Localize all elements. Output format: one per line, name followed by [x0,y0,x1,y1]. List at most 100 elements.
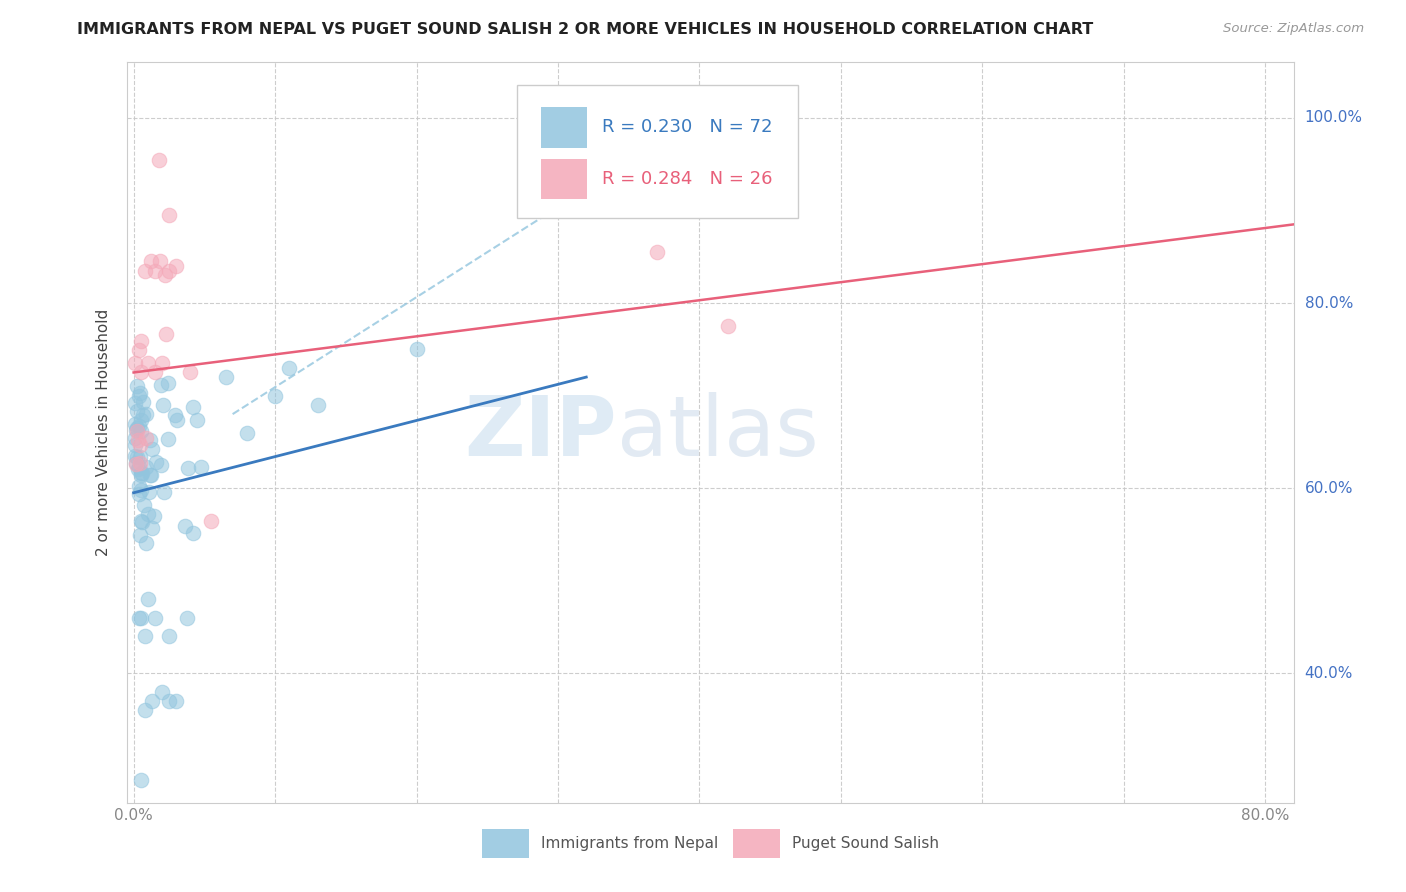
Point [128,418,150,433]
Point [129,334,152,349]
Point [165,259,187,273]
Point [141,694,163,708]
Point [143,509,166,524]
Point [128,389,150,403]
Point [125,379,148,393]
Text: 60.0%: 60.0% [1305,481,1353,496]
Text: R = 0.230   N = 72: R = 0.230 N = 72 [602,118,772,136]
Point [177,461,200,475]
Point [163,408,186,422]
Point [134,263,156,277]
Point [125,424,148,438]
Point [156,432,179,446]
Point [141,442,163,457]
Point [129,610,152,624]
Point [134,629,156,643]
Text: 100.0%: 100.0% [1305,111,1362,126]
Point [129,772,152,787]
Point [129,366,152,380]
Point [264,389,287,403]
Point [128,456,150,470]
Point [181,400,204,414]
Point [179,366,201,380]
Point [124,438,146,452]
Point [149,458,172,472]
Point [127,462,149,476]
Point [143,610,166,624]
Point [149,254,172,268]
Text: Puget Sound Salish: Puget Sound Salish [792,836,939,851]
Point [129,450,152,464]
Point [153,268,176,283]
Point [135,459,157,474]
Point [127,420,149,434]
Point [128,486,150,500]
Point [124,356,146,370]
Point [128,459,150,474]
Point [129,483,152,497]
FancyBboxPatch shape [517,85,797,218]
Point [139,467,162,482]
Point [166,413,188,427]
Point [190,460,212,475]
FancyBboxPatch shape [482,829,529,858]
FancyBboxPatch shape [541,107,588,147]
Point [124,417,146,431]
Point [236,425,259,440]
Point [157,263,180,277]
FancyBboxPatch shape [541,159,588,200]
Point [134,703,156,717]
Point [645,245,668,260]
Point [124,431,146,445]
Point [717,319,740,334]
Point [139,467,162,482]
Point [124,396,146,410]
Point [128,343,150,358]
Point [127,450,149,464]
Point [307,398,329,412]
Point [157,629,180,643]
Text: atlas: atlas [617,392,818,473]
Point [125,423,148,437]
Text: IMMIGRANTS FROM NEPAL VS PUGET SOUND SALISH 2 OR MORE VEHICLES IN HOUSEHOLD CORR: IMMIGRANTS FROM NEPAL VS PUGET SOUND SAL… [77,22,1094,37]
Point [165,694,187,708]
Point [143,366,166,380]
Point [200,514,222,528]
Point [135,536,157,550]
Point [127,404,149,418]
Point [136,356,159,370]
Point [150,356,173,370]
Point [124,457,146,471]
Point [124,450,146,464]
Point [157,694,180,708]
Point [129,413,152,427]
Point [131,515,153,529]
Point [135,407,157,421]
Text: 80.0%: 80.0% [1305,295,1353,310]
Point [143,263,166,277]
Point [156,376,179,390]
Point [153,485,176,500]
Point [128,438,150,452]
Text: Source: ZipAtlas.com: Source: ZipAtlas.com [1223,22,1364,36]
Point [128,610,150,624]
Point [131,395,153,409]
FancyBboxPatch shape [734,829,780,858]
Point [131,466,153,480]
Point [186,413,208,427]
Point [128,479,150,493]
Point [131,467,153,482]
Point [155,326,177,341]
Point [138,485,160,500]
Point [149,377,172,392]
Point [278,360,301,375]
Point [129,385,152,400]
Point [181,526,204,541]
Point [139,254,162,268]
Point [132,498,155,512]
Point [139,433,162,447]
Point [176,610,198,624]
Point [145,454,167,468]
Point [141,521,163,535]
Point [129,514,152,528]
